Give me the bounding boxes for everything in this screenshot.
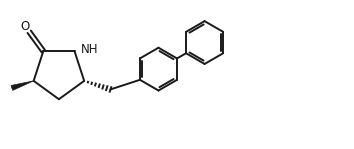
Polygon shape <box>11 81 34 90</box>
Text: O: O <box>21 20 30 33</box>
Text: NH: NH <box>81 43 99 56</box>
